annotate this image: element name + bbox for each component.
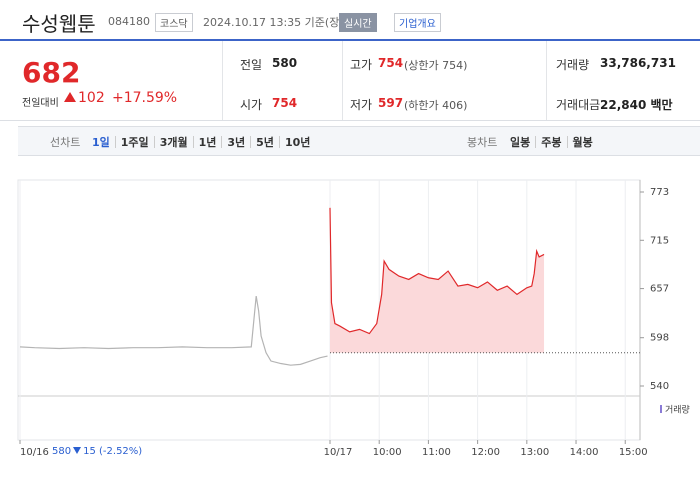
volume-label: 거래량 <box>665 404 690 416</box>
period-tab[interactable]: 3개월 <box>159 136 188 149</box>
y-tick-label: 715 <box>650 235 669 246</box>
tab-separator <box>250 136 252 148</box>
x-tick-label: 10/16 <box>20 447 49 458</box>
price-line <box>19 295 328 366</box>
y-tick-label: 598 <box>650 333 669 344</box>
price-line <box>329 207 545 335</box>
stat-extra: (하한가 406) <box>404 99 468 112</box>
stat-value: 33,786,731 <box>600 56 676 70</box>
period-tab[interactable]: 10년 <box>284 136 311 149</box>
prev-change: 15 <box>83 446 96 457</box>
y-tick-label: 657 <box>650 284 669 295</box>
prev-rate: (-2.52%) <box>99 446 143 457</box>
down-arrow <box>73 447 82 454</box>
market-badge: 코스닥 <box>155 13 193 32</box>
tab-separator <box>114 136 116 148</box>
period-tab[interactable]: 1일 <box>92 136 110 149</box>
stat-label: 거래량 <box>556 58 590 72</box>
tab-separator <box>221 136 223 148</box>
tab-separator <box>192 136 194 148</box>
x-tick-label: 12:00 <box>471 447 500 458</box>
x-tick-label: 10:00 <box>373 447 402 458</box>
prev-day-summary: 580 15 (-2.52%) <box>52 446 142 457</box>
tab-separator <box>566 136 568 148</box>
timestamp: 2024.10.17 13:35 기준(장중) <box>203 16 354 29</box>
tab-group-label: 봉차트 <box>467 136 498 149</box>
realtime-button[interactable]: 실시간 <box>339 13 377 32</box>
separator <box>546 41 547 121</box>
candle-tab[interactable]: 일봉 <box>510 136 531 149</box>
tab-bar <box>18 126 700 156</box>
change-rate: +17.59% <box>112 90 178 106</box>
y-tick-label: 540 <box>650 381 669 392</box>
plot-frame <box>17 179 641 441</box>
stock-name: 수성웹툰 <box>22 12 96 36</box>
change-label: 전일대비 <box>22 98 59 109</box>
tab-separator <box>535 136 537 148</box>
stock-code: 084180 <box>108 15 150 28</box>
divider <box>0 120 700 121</box>
change-value: 102 <box>78 90 105 106</box>
prev-close: 580 <box>52 446 72 457</box>
candle-tab[interactable]: 월봉 <box>572 136 593 149</box>
stat-value: 22,840 백만 <box>600 98 673 112</box>
stat-value: 754 <box>272 96 298 110</box>
stat-value: 597 <box>378 96 404 110</box>
y-tick-label: 773 <box>650 187 669 198</box>
legend-swatch <box>660 405 662 413</box>
change: 102 <box>64 90 105 106</box>
tab-separator <box>153 136 155 148</box>
tab-group-label: 선차트 <box>50 136 81 149</box>
stat-value: 754 <box>378 56 404 70</box>
stat-extra: (상한가 754) <box>404 59 468 72</box>
x-tick-label: 10/17 <box>324 447 353 458</box>
separator <box>222 41 223 121</box>
area <box>330 207 545 353</box>
stat-label: 고가 <box>350 58 373 72</box>
stat-label: 거래대금 <box>556 98 601 112</box>
up-arrow <box>64 92 76 102</box>
x-tick-label: 13:00 <box>520 447 549 458</box>
period-tab[interactable]: 1년 <box>198 136 217 149</box>
separator <box>342 41 343 121</box>
period-tab[interactable]: 3년 <box>227 136 246 149</box>
period-tab[interactable]: 1주일 <box>120 136 149 149</box>
price: 682 <box>22 56 81 89</box>
x-tick-label: 14:00 <box>570 447 599 458</box>
company-button[interactable]: 기업개요 <box>394 13 441 32</box>
stat-value: 580 <box>272 56 298 70</box>
stat-label: 전일 <box>240 58 263 72</box>
period-tab[interactable]: 5년 <box>256 136 274 149</box>
x-tick-label: 15:00 <box>619 447 648 458</box>
stat-label: 저가 <box>350 98 373 112</box>
divider <box>0 39 700 41</box>
candle-tab[interactable]: 주봉 <box>541 136 562 149</box>
tab-separator <box>278 136 280 148</box>
stat-label: 시가 <box>240 98 263 112</box>
x-tick-label: 11:00 <box>422 447 451 458</box>
